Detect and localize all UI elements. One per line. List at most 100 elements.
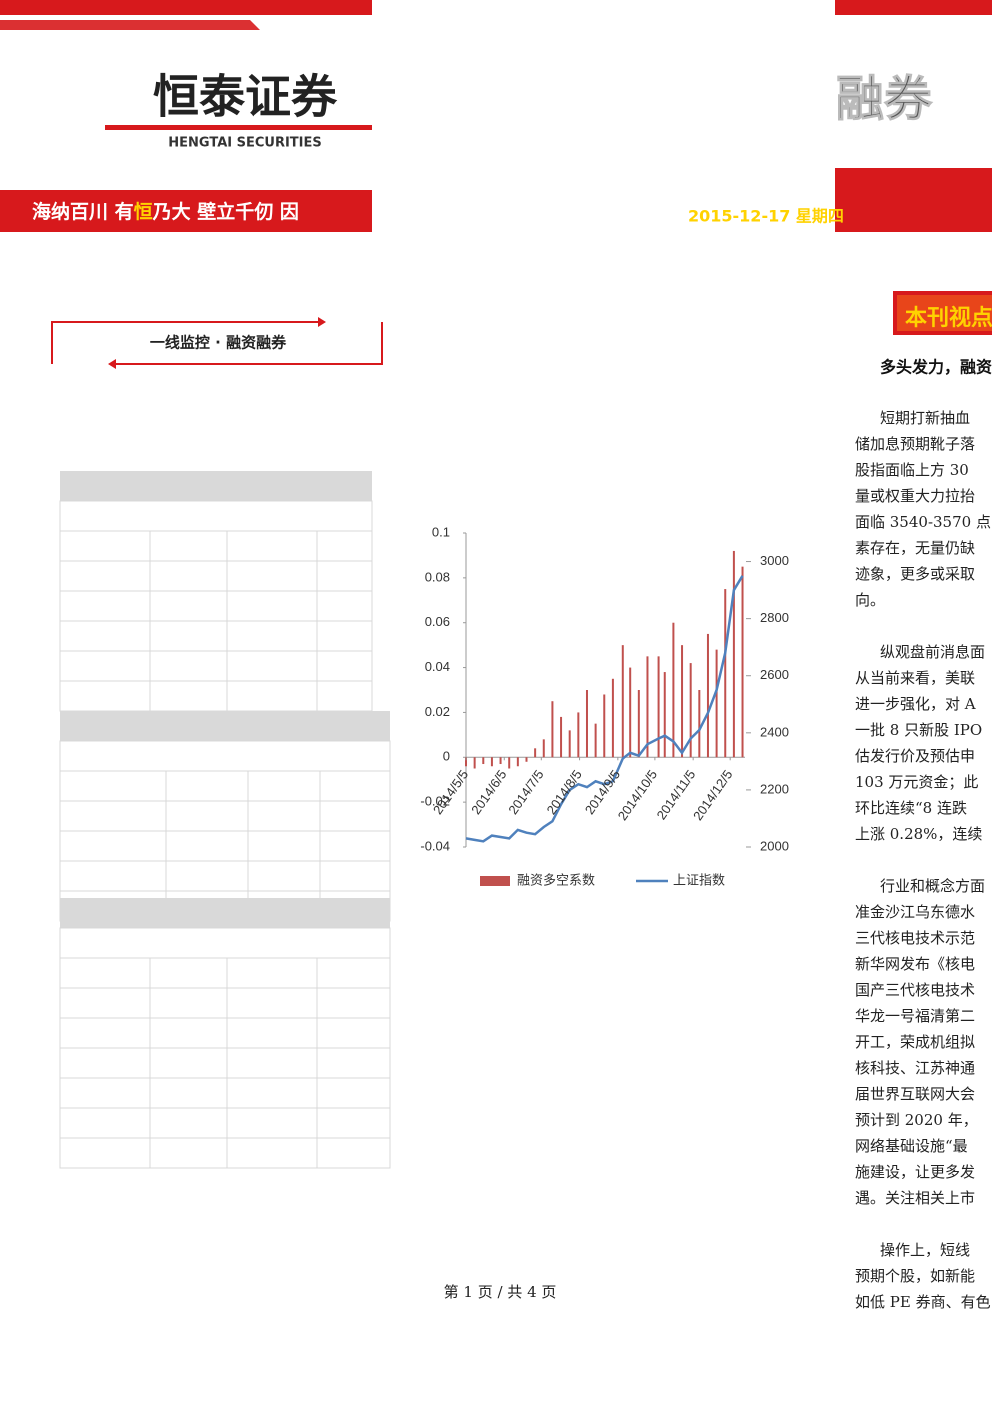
bar (603, 694, 606, 758)
section-label: 一线监控 · 融资融券 (150, 334, 287, 352)
article-tag: 本刊视点 (905, 305, 992, 331)
body-line: 向。 (855, 591, 885, 609)
body-line: 操作上，短线 (880, 1241, 970, 1259)
date-bar (835, 168, 992, 232)
bar (611, 678, 614, 758)
bar (698, 690, 701, 758)
y-tick-label: 0.02 (425, 704, 450, 719)
body-line: 准金沙江乌东德水 (855, 903, 975, 921)
table-header (60, 898, 390, 928)
bar (465, 757, 467, 767)
body-line: 股指面临上方 30 (855, 461, 969, 479)
bar (585, 690, 588, 758)
body-line: 开工，荣成机组拟 (855, 1033, 975, 1051)
bar (534, 748, 537, 758)
body-line: 预期个股，如新能 (855, 1267, 975, 1285)
body-line: 进一步强化，对 A (855, 695, 976, 713)
bar (637, 690, 640, 758)
top-bar-right (835, 0, 992, 15)
bar (482, 757, 485, 765)
body-line: 上涨 0.28%，连续 (855, 825, 982, 843)
logo-en: HENGTAI SECURITIES (168, 136, 322, 151)
body-line: 华龙一号福清第二 (855, 1007, 975, 1025)
tag-inner (897, 295, 992, 331)
body-line: 三代核电技术示范 (855, 929, 975, 947)
x-tick-label: 2014/7/5 (505, 767, 546, 817)
logo-partial: 融券 (836, 71, 933, 127)
arrow (318, 317, 326, 327)
body-line: 环比连续“8 连跌 (855, 799, 967, 817)
bar (499, 757, 502, 765)
arrow (108, 359, 116, 369)
y-tick-label: -0.04 (420, 838, 450, 853)
bar (516, 757, 519, 767)
logo-cn: 恒泰证券 (153, 70, 338, 124)
body-line: 从当前来看，美联 (855, 669, 975, 687)
bar (577, 712, 580, 758)
bar (629, 667, 632, 758)
table-frame (59, 500, 373, 712)
body-line: 量或权重大力拉抬 (855, 487, 975, 505)
slogan-part: 乃大 壁立千仞 因 (152, 200, 299, 223)
bar (490, 757, 493, 767)
y2-tick-label: 2200 (760, 781, 789, 796)
slogan-part: 海纳百川 有 (32, 200, 134, 223)
label-frame (51, 321, 318, 364)
slogan-part: 恒 (134, 201, 153, 223)
body-line: 预计到 2020 年， (855, 1111, 978, 1129)
body-line: 纵观盘前消息面 (880, 643, 985, 661)
bar (657, 656, 660, 758)
legend-label: 上证指数 (673, 872, 725, 887)
y-tick-label: 0.1 (432, 524, 450, 539)
bar (594, 723, 597, 758)
y-tick-label: -0.02 (420, 794, 450, 809)
body-line: 施建设，让更多发 (855, 1163, 975, 1181)
body-line: 103 万元资金；此 (855, 773, 978, 791)
slogan-bar (0, 190, 372, 232)
body-line: 素存在，无量仍缺 (855, 539, 975, 557)
slogan: 海纳百川 有恒乃大 壁立千仞 因 (32, 200, 299, 223)
y2-tick-label: 2600 (760, 667, 789, 682)
body-line: 新华网发布《核电 (855, 955, 975, 973)
x-tick-label: 2014/6/5 (468, 767, 509, 817)
bar (560, 716, 563, 758)
bar (646, 656, 649, 758)
logo-rule (105, 125, 372, 130)
legend-label: 融资多空系数 (517, 872, 595, 887)
body-line: 估发行价及预估申 (855, 747, 975, 765)
bar (689, 663, 692, 758)
top-bar-accent (0, 20, 260, 30)
body-line: 面临 3540-3570 点 (855, 513, 991, 531)
y2-tick-label: 2800 (760, 610, 789, 625)
bar (542, 739, 545, 758)
legend-swatch (480, 876, 510, 886)
bar (568, 730, 571, 758)
bar (551, 701, 554, 758)
body-line: 迹象，更多或采取 (855, 565, 975, 583)
label-frame (116, 322, 383, 365)
body-line: 短期打新抽血 (880, 409, 970, 427)
body-line: 储加息预期靴子落 (855, 435, 975, 453)
line (465, 575, 744, 843)
bar (681, 645, 684, 758)
bar (508, 757, 511, 769)
bar (732, 550, 735, 758)
bar (706, 633, 709, 758)
y2-tick-label: 2400 (760, 724, 789, 739)
body-line: 行业和概念方面 (880, 877, 985, 895)
bar (724, 589, 727, 758)
body-line: 核科技、江苏神通 (855, 1059, 975, 1077)
bar (715, 649, 718, 758)
table-header (60, 471, 372, 501)
bar (663, 672, 666, 758)
table-header (60, 711, 390, 741)
x-tick-label: 2014/5/5 (430, 767, 471, 817)
bar (473, 757, 476, 769)
tables (59, 471, 391, 1169)
y2-tick-label: 2000 (760, 838, 789, 853)
bar (621, 645, 624, 758)
body-line: 遇。关注相关上市 (855, 1189, 975, 1207)
y-tick-label: 0.04 (425, 659, 450, 674)
